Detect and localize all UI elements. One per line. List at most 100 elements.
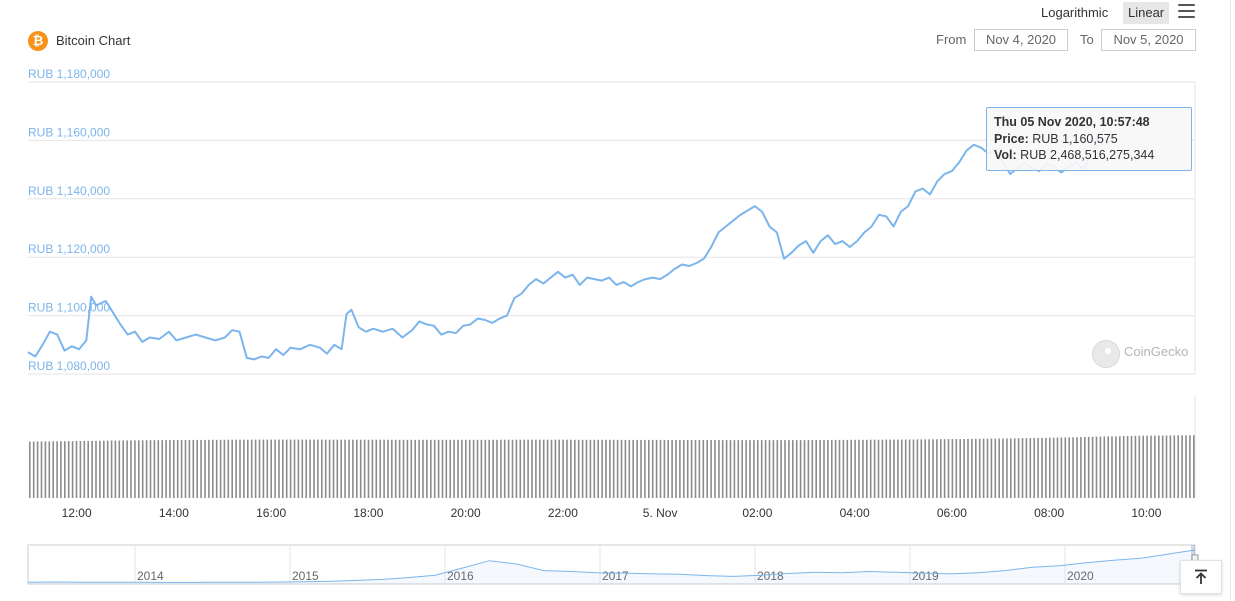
navigator-frame: [27, 544, 1196, 585]
volume-bar: [1115, 436, 1117, 498]
logarithmic-button[interactable]: Logarithmic: [1041, 5, 1109, 20]
volume-bar: [585, 439, 588, 498]
x-tick-label: 20:00: [451, 506, 481, 520]
volume-bar: [702, 440, 705, 498]
volume-bar: [589, 439, 592, 498]
volume-bar: [441, 439, 444, 498]
volume-bar: [114, 440, 117, 498]
volume-bar: [539, 439, 541, 498]
volume-bar: [620, 439, 623, 498]
volume-bar: [110, 440, 113, 498]
volume-bar: [1126, 436, 1129, 498]
volume-bar: [846, 439, 849, 498]
volume-bar: [593, 439, 596, 498]
volume-bar: [694, 440, 697, 498]
volume-bar: [208, 439, 210, 498]
volume-bar: [75, 441, 78, 498]
volume-bar: [457, 439, 459, 498]
volume-bar: [348, 439, 350, 498]
from-date-input[interactable]: Nov 4, 2020: [974, 29, 1068, 51]
x-tick-label: 08:00: [1034, 506, 1064, 520]
volume-bar: [764, 440, 767, 498]
volume-bar: [1056, 437, 1059, 498]
volume-bar: [410, 439, 413, 498]
volume-bar: [994, 438, 997, 498]
volume-bar: [811, 440, 814, 498]
volume-bar: [725, 440, 728, 498]
volume-bar: [56, 441, 58, 498]
volume-bar: [1138, 435, 1141, 498]
volume-bar: [527, 439, 529, 498]
volume-bar: [955, 439, 958, 498]
volume-bar: [644, 439, 646, 498]
volume-bar: [1146, 435, 1148, 498]
volume-bar: [352, 439, 354, 498]
volume-bar: [52, 441, 54, 498]
volume-bar: [1060, 437, 1063, 498]
volume-bar: [690, 440, 693, 498]
volume-bar: [336, 439, 339, 498]
x-tick-label: 18:00: [353, 506, 383, 520]
volume-bar: [1134, 435, 1137, 498]
volume-bar: [1177, 435, 1179, 498]
volume-bar: [947, 439, 950, 498]
volume-bar: [799, 440, 802, 498]
navigator-line: [27, 549, 1196, 583]
volume-bar: [106, 440, 109, 498]
linear-button[interactable]: Linear: [1123, 2, 1170, 24]
volume-bar: [998, 438, 1000, 498]
volume-bar: [940, 439, 942, 498]
volume-bar: [819, 440, 821, 498]
volume-bar: [480, 439, 483, 498]
y-tick-label: RUB 1,160,000: [28, 125, 110, 139]
volume-bar: [87, 440, 89, 498]
volume-bar: [1165, 435, 1168, 498]
to-date-input[interactable]: Nov 5, 2020: [1101, 29, 1196, 51]
volume-bar: [122, 440, 124, 498]
volume-bar: [971, 438, 973, 498]
volume-bar: [663, 439, 666, 498]
volume-bar: [36, 441, 39, 498]
volume-bar: [624, 439, 627, 498]
volume-bar: [453, 439, 455, 498]
volume-bar: [577, 439, 580, 498]
volume-bar: [714, 440, 716, 498]
volume-bar: [1161, 435, 1164, 498]
volume-bar: [768, 440, 771, 498]
volume-bar: [184, 440, 187, 498]
volume-bar: [1111, 436, 1113, 498]
volume-bar: [967, 438, 969, 498]
scroll-to-top-button[interactable]: [1180, 560, 1222, 594]
volume-bar: [173, 440, 175, 498]
volume-bar: [749, 440, 751, 498]
volume-bar: [258, 439, 261, 498]
volume-bar: [484, 439, 487, 498]
volume-bar: [1006, 438, 1008, 498]
volume-bar: [414, 439, 416, 498]
volume-bar: [367, 439, 370, 498]
volume-bar: [406, 439, 409, 498]
navigator-year-label: 2016: [447, 569, 474, 583]
volume-bar: [827, 440, 829, 498]
volume-bar: [1158, 435, 1160, 498]
volume-bar: [1087, 436, 1090, 498]
volume-bar: [126, 440, 128, 498]
volume-bar: [29, 441, 31, 498]
volume-bar: [718, 440, 720, 498]
volume-bar: [1150, 435, 1152, 498]
volume-bar: [103, 440, 105, 498]
volume-bar: [1033, 438, 1035, 498]
volume-bar: [854, 439, 856, 498]
volume-bar: [282, 439, 284, 498]
volume-bar: [356, 439, 358, 498]
volume-bar: [239, 439, 241, 498]
volume-bar: [924, 439, 926, 498]
volume-bar: [130, 440, 132, 498]
y-tick-label: RUB 1,140,000: [28, 184, 110, 198]
volume-bar: [978, 438, 981, 498]
volume-bar: [204, 439, 206, 498]
hamburger-menu-icon[interactable]: [1178, 4, 1195, 18]
volume-bar: [838, 439, 841, 498]
volume-bar: [437, 439, 440, 498]
